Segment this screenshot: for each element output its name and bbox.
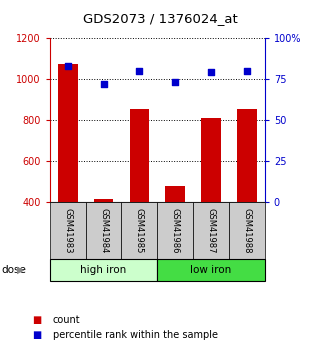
- Point: [137, 68, 142, 73]
- Bar: [129, 109, 149, 284]
- Text: high iron: high iron: [80, 265, 127, 275]
- Text: ▶: ▶: [16, 265, 24, 275]
- Text: ■: ■: [32, 330, 41, 339]
- Text: GDS2073 / 1376024_at: GDS2073 / 1376024_at: [83, 12, 238, 25]
- Bar: [237, 109, 257, 284]
- Bar: [58, 63, 78, 284]
- Text: GSM41983: GSM41983: [63, 208, 72, 253]
- Text: dose: dose: [2, 265, 26, 275]
- Text: GSM41988: GSM41988: [242, 208, 251, 253]
- Text: GSM41984: GSM41984: [99, 208, 108, 253]
- Bar: [94, 199, 113, 284]
- Point: [244, 68, 249, 73]
- Point: [209, 70, 214, 75]
- Point: [101, 81, 106, 87]
- Text: ■: ■: [32, 315, 41, 325]
- Point: [173, 79, 178, 85]
- Text: GSM41986: GSM41986: [171, 208, 180, 253]
- Point: [65, 63, 70, 69]
- Text: percentile rank within the sample: percentile rank within the sample: [53, 330, 218, 339]
- Text: low iron: low iron: [190, 265, 232, 275]
- Bar: [165, 186, 185, 284]
- Text: GSM41985: GSM41985: [135, 208, 144, 253]
- Text: count: count: [53, 315, 81, 325]
- Text: GSM41987: GSM41987: [206, 208, 216, 253]
- Bar: [201, 118, 221, 284]
